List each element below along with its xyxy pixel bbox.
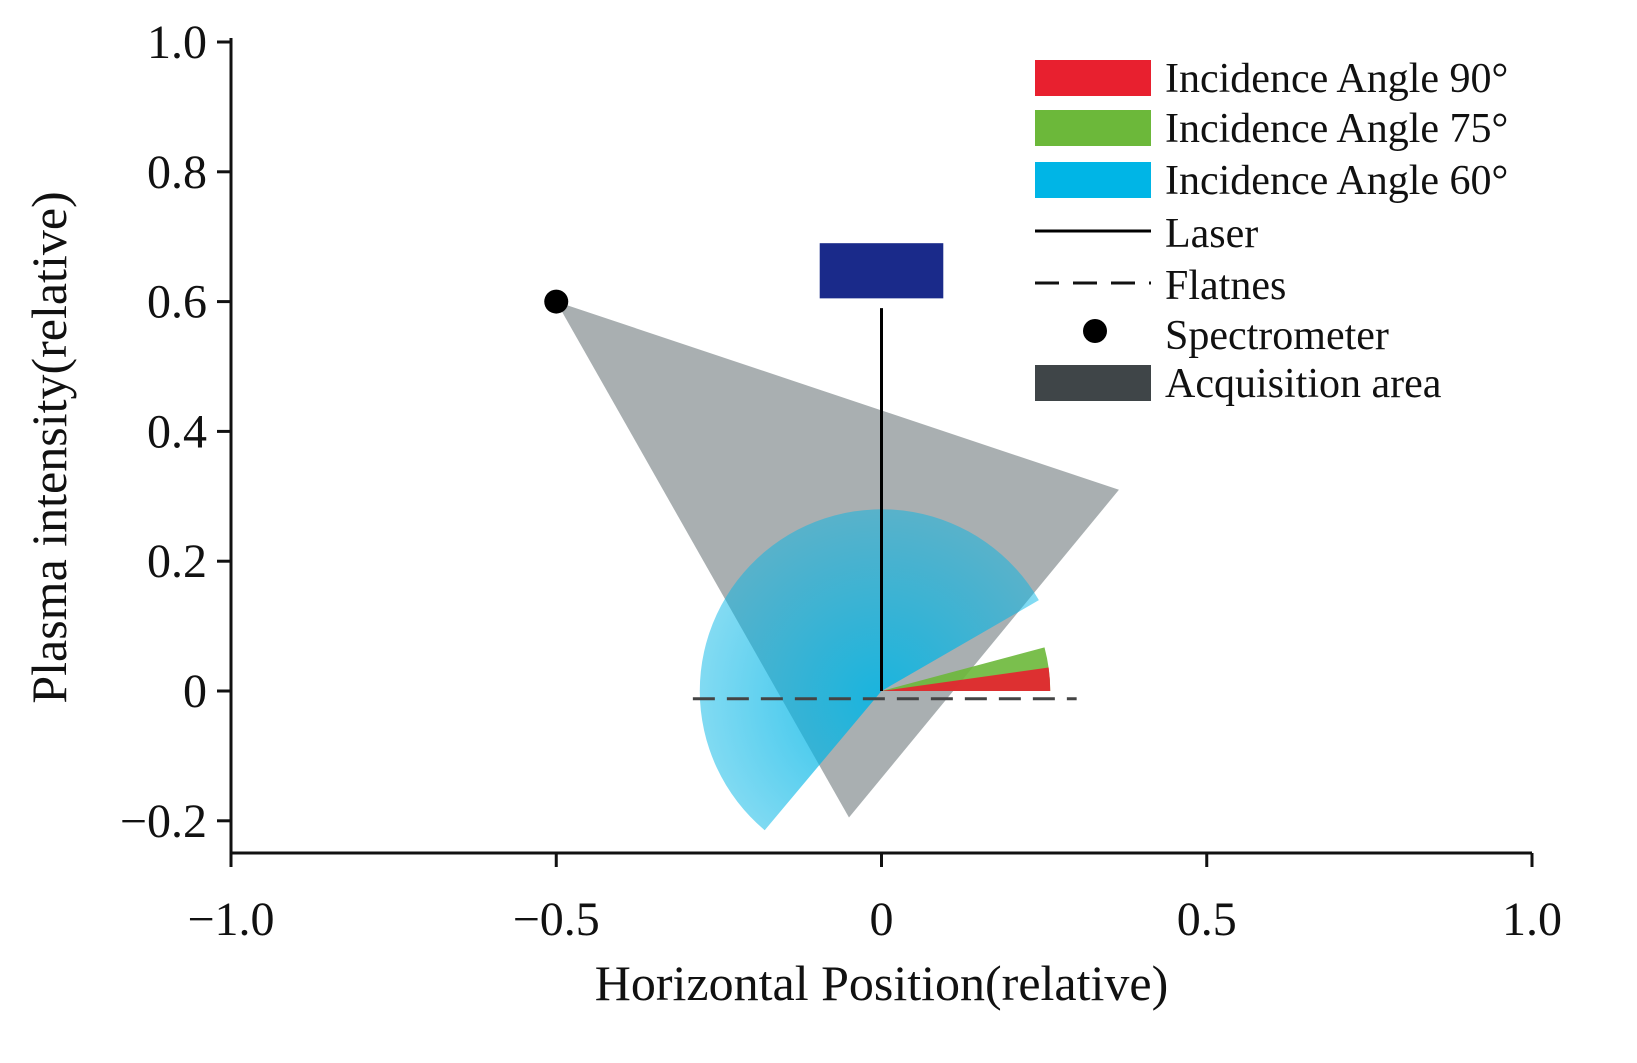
y-tick-label: 0.8 <box>147 146 207 199</box>
x-axis-title: Horizontal Position(relative) <box>595 955 1168 1011</box>
x-tick-label: 0 <box>870 893 894 946</box>
legend-label-angle90: Incidence Angle 90° <box>1165 56 1508 102</box>
legend-label-flatness: Flatnes <box>1165 263 1286 309</box>
legend-item-laser: Laser <box>1035 211 1258 257</box>
legend-swatch-acquisition <box>1035 365 1151 401</box>
legend-item-angle90: Incidence Angle 90° <box>1035 56 1508 102</box>
legend-item-flatness: Flatnes <box>1035 263 1286 309</box>
plot-area <box>544 243 1119 831</box>
y-axis-title: Plasma intensity(relative) <box>21 191 77 703</box>
legend-label-spectrometer: Spectrometer <box>1165 313 1389 359</box>
y-tick-label: 0 <box>183 665 207 718</box>
x-tick-label: −0.5 <box>513 893 600 946</box>
legend: Incidence Angle 90°Incidence Angle 75° In… <box>1035 56 1508 407</box>
legend-swatch-angle60 <box>1035 162 1151 198</box>
legend-item-angle60: Incidence Angle 60° <box>1035 158 1508 204</box>
axes: −0.2 0 0.2 0.4 0.6 0.8 1.0 −1.0 −0.5 0 0.5 1.0 <box>120 16 1562 946</box>
y-tick-label: 0.6 <box>147 276 207 329</box>
legend-item-angle75: Incidence Angle 75° <box>1035 106 1508 152</box>
spectrometer-point <box>544 289 569 314</box>
legend-swatch-angle75 <box>1035 110 1151 146</box>
legend-swatch-angle90 <box>1035 60 1151 96</box>
x-tick-label: 1.0 <box>1502 893 1562 946</box>
y-tick-label: 0.4 <box>147 405 207 458</box>
x-tick-label: −1.0 <box>187 893 274 946</box>
y-ticks: −0.2 0 0.2 0.4 0.6 0.8 1.0 <box>120 16 231 848</box>
legend-item-acquisition: Acquisition area <box>1035 361 1442 407</box>
detector-rect <box>819 243 944 299</box>
legend-label-acquisition: Acquisition area <box>1165 361 1442 407</box>
y-tick-label: 0.2 <box>147 535 207 588</box>
incidence-angle-60-sector <box>699 509 1039 831</box>
legend-item-spectrometer: Spectrometer <box>1083 313 1389 359</box>
legend-label-laser: Laser <box>1165 211 1258 257</box>
x-ticks: −1.0 −0.5 0 0.5 1.0 <box>187 853 1562 946</box>
incidence-angle-90-sector <box>881 667 1051 691</box>
legend-label-angle75: Incidence Angle 75° <box>1165 106 1508 152</box>
x-tick-label: 0.5 <box>1177 893 1237 946</box>
y-tick-label: 1.0 <box>147 16 207 69</box>
y-tick-label: −0.2 <box>120 795 207 848</box>
legend-swatch-spectrometer <box>1083 319 1107 343</box>
legend-label-angle60: Incidence Angle 60° <box>1165 158 1508 204</box>
